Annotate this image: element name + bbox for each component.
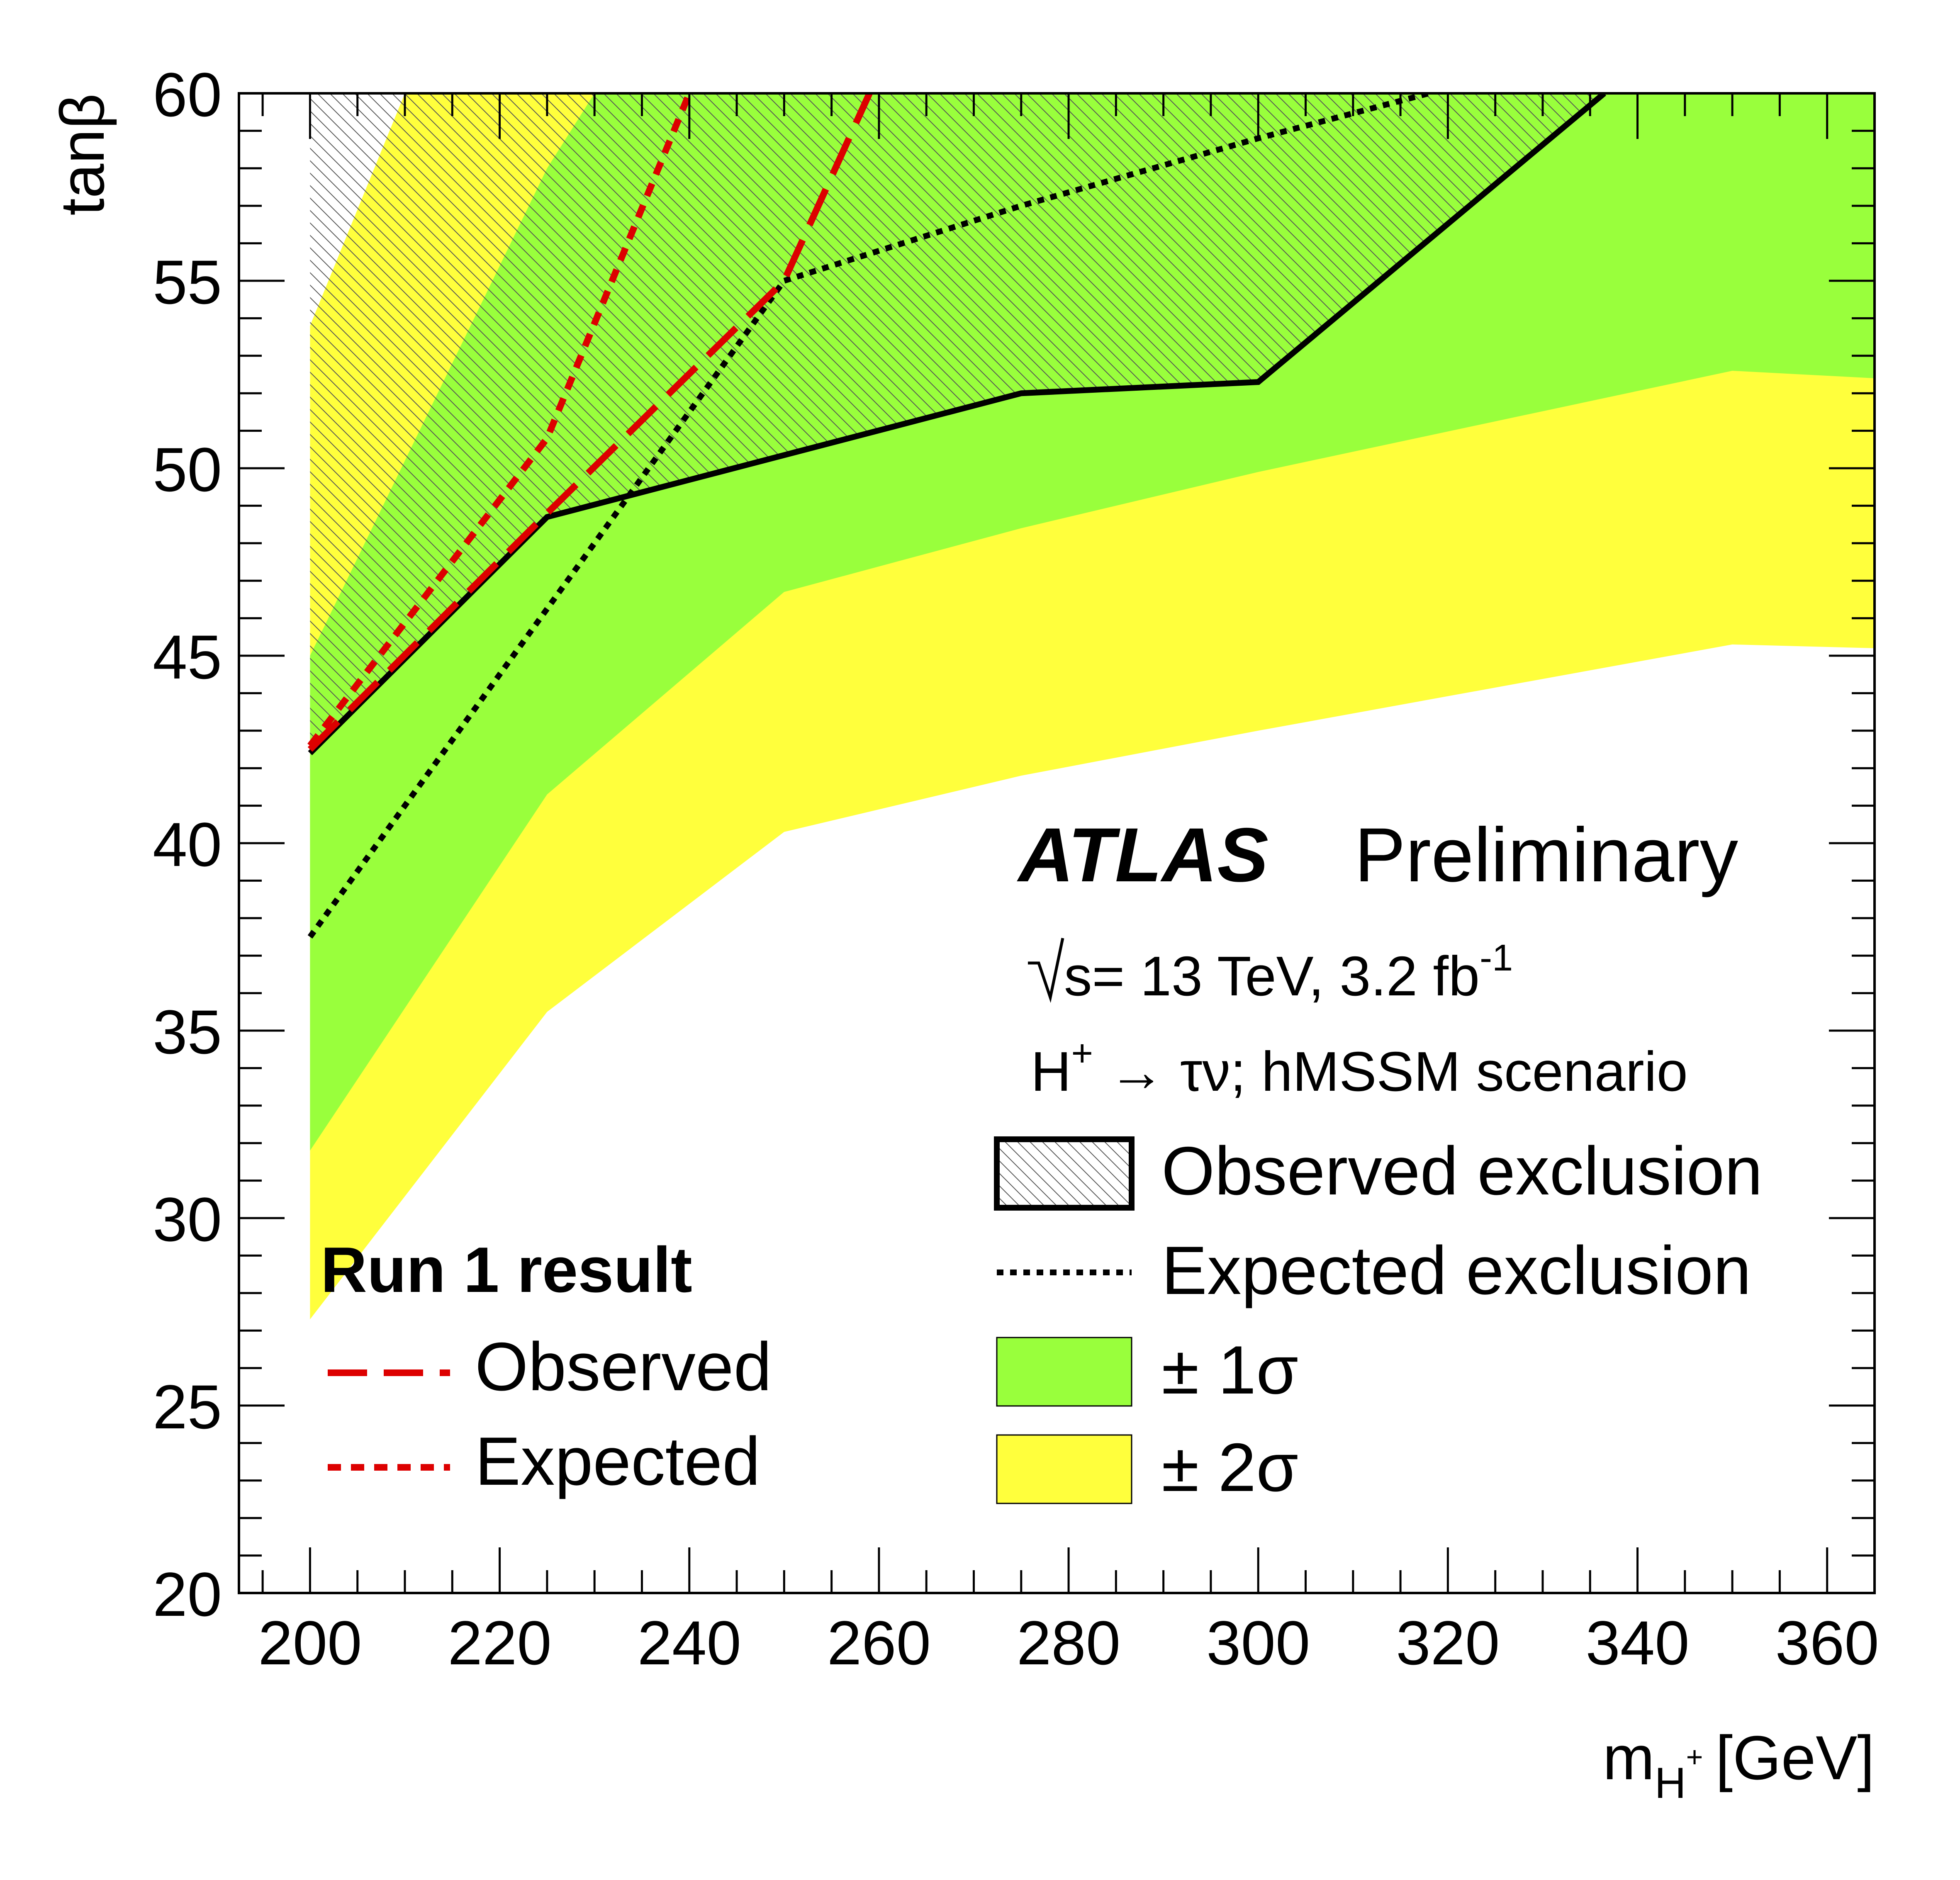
atlas-label: ATLAS bbox=[1017, 812, 1269, 898]
run1-legend: Run 1 result Observed Expected bbox=[321, 1234, 772, 1499]
y-tick-label: 30 bbox=[153, 1184, 222, 1254]
x-axis-label-unit: [GeV] bbox=[1716, 1723, 1875, 1792]
legend-expected-label: Expected exclusion bbox=[1161, 1232, 1751, 1308]
observed-exclusion-line bbox=[308, 93, 1606, 755]
y-tick-label: 45 bbox=[153, 622, 222, 692]
y-tick-label: 50 bbox=[153, 435, 222, 504]
svg-text:s= 13 TeV, 3.2 fb-1: s= 13 TeV, 3.2 fb-1 bbox=[1064, 937, 1513, 1007]
x-tick-label: 240 bbox=[638, 1608, 741, 1678]
x-axis-label: mH+ [GeV] bbox=[1603, 1723, 1875, 1807]
run1-legend-observed-label: Observed bbox=[475, 1328, 772, 1405]
energy-label: s= 13 TeV, 3.2 fb-1 bbox=[1028, 937, 1513, 1007]
x-tick-label: 200 bbox=[258, 1608, 362, 1678]
y-axis-label: tanβ bbox=[47, 93, 117, 216]
x-tick-label: 360 bbox=[1775, 1608, 1879, 1678]
x-tick-label: 340 bbox=[1585, 1608, 1689, 1678]
energy-text: s= 13 TeV, 3.2 fb bbox=[1064, 945, 1480, 1007]
observed-exclusion-hatch bbox=[310, 93, 1605, 753]
axis-tick-labels: 200 220 240 260 280 300 320 340 360 20 25 30 35 40 45 5… bbox=[153, 60, 1879, 1678]
x-axis-label-subscript: H bbox=[1655, 1759, 1686, 1807]
x-tick-label: 300 bbox=[1206, 1608, 1310, 1678]
sqrt-symbol bbox=[1028, 938, 1064, 1003]
legend-two-sigma-swatch bbox=[996, 1434, 1132, 1504]
y-tick-label: 40 bbox=[153, 810, 222, 879]
y-tick-label: 55 bbox=[153, 247, 222, 317]
x-axis-label-superscript: + bbox=[1686, 1741, 1703, 1773]
axis-ticks bbox=[239, 92, 1876, 1594]
x-axis-label-symbol: m bbox=[1603, 1723, 1655, 1792]
y-tick-label: 60 bbox=[153, 60, 222, 129]
legend-observed-label: Observed exclusion bbox=[1161, 1133, 1763, 1209]
status-label: Preliminary bbox=[1354, 812, 1738, 898]
legend: Observed exclusion Expected exclusion ± … bbox=[994, 1133, 1763, 1505]
observed-exclusion-region bbox=[310, 93, 1605, 753]
energy-superscript: -1 bbox=[1480, 937, 1513, 979]
run1-legend-title: Run 1 result bbox=[321, 1234, 692, 1306]
legend-one-sigma-label: ± 1σ bbox=[1161, 1332, 1298, 1408]
process-superscript: + bbox=[1071, 1033, 1093, 1074]
process-particle: H bbox=[1031, 1040, 1071, 1103]
legend-observed-swatch bbox=[994, 1136, 1135, 1211]
x-tick-label: 280 bbox=[1017, 1608, 1120, 1678]
process-label: H+ → τν; hMSSM scenario bbox=[1031, 1033, 1688, 1103]
run1-legend-expected-label: Expected bbox=[475, 1423, 760, 1499]
y-tick-label: 25 bbox=[153, 1372, 222, 1442]
legend-two-sigma-label: ± 2σ bbox=[1161, 1429, 1298, 1505]
x-tick-label: 320 bbox=[1396, 1608, 1500, 1678]
exclusion-lines bbox=[307, 93, 1606, 939]
y-tick-label: 35 bbox=[153, 997, 222, 1067]
y-tick-label: 20 bbox=[153, 1559, 222, 1629]
x-tick-label: 220 bbox=[448, 1608, 551, 1678]
run1-expected-line bbox=[307, 93, 693, 748]
process-description: → τν; hMSSM scenario bbox=[1093, 1040, 1688, 1103]
legend-one-sigma-swatch bbox=[996, 1337, 1132, 1407]
x-tick-label: 260 bbox=[827, 1608, 931, 1678]
